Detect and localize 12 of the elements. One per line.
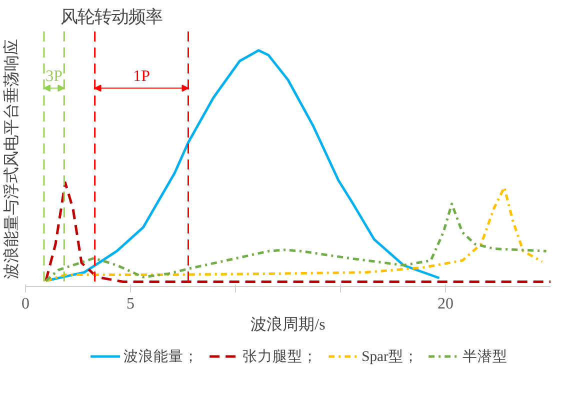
x-tick-label: 20 bbox=[438, 296, 454, 312]
annotation: 3P bbox=[46, 68, 63, 86]
annotation: 1P bbox=[133, 68, 150, 86]
legend-label: Spar型； bbox=[362, 348, 418, 366]
x-tick-label: 0 bbox=[22, 296, 30, 312]
x-tick-label: 5 bbox=[126, 296, 134, 312]
legend-label: 半潜型 bbox=[462, 348, 508, 366]
legend-label: 张力腿型； bbox=[242, 348, 318, 366]
legend-label: 波浪能量； bbox=[124, 348, 199, 366]
y-axis-title: 波浪能量与浮式风电平台垂荡响应 bbox=[2, 39, 20, 279]
chart-title: 风轮转动频率 bbox=[60, 8, 162, 26]
x-axis-title: 波浪周期/s bbox=[250, 316, 326, 334]
